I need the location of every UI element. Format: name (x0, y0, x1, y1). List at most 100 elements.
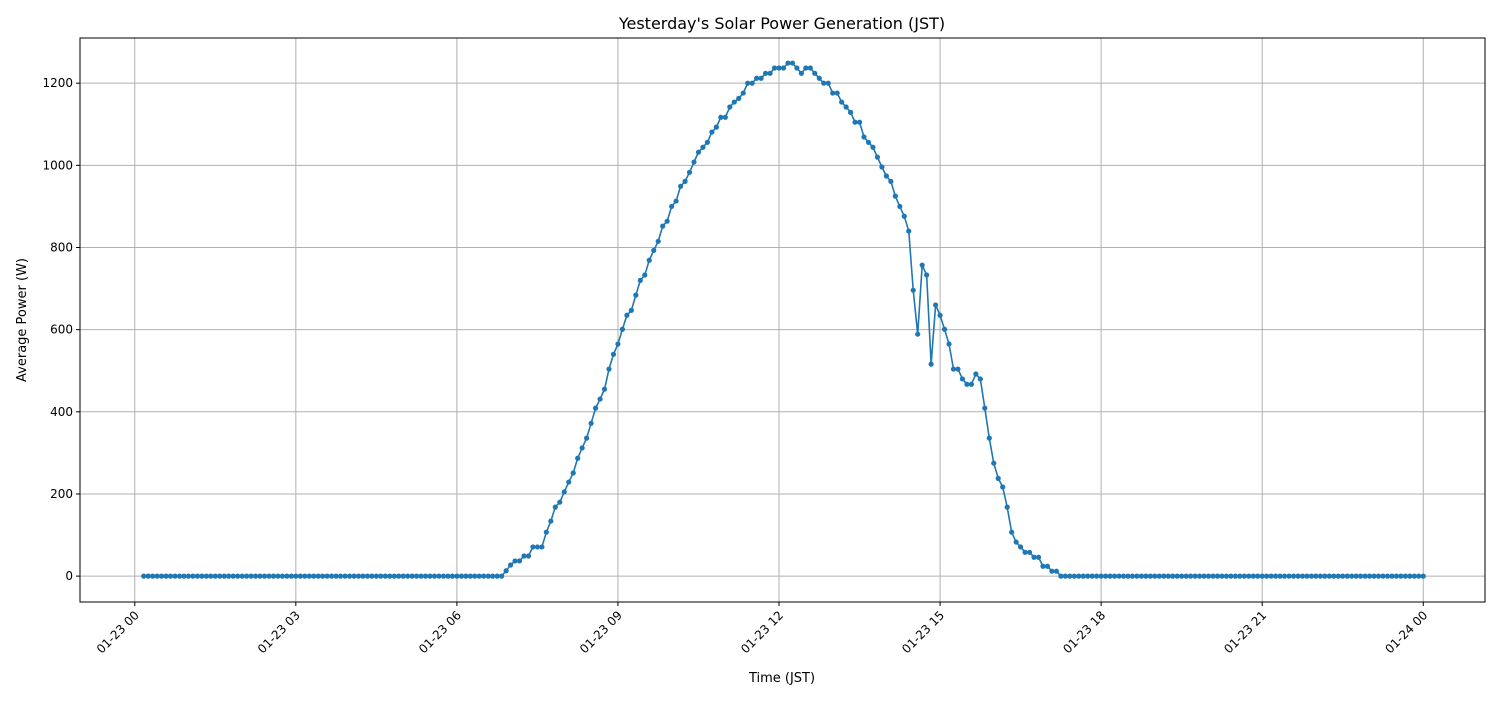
data-point (400, 573, 406, 579)
data-point (1049, 568, 1055, 574)
data-point (897, 203, 903, 210)
data-point (812, 70, 818, 76)
data-point (566, 479, 572, 485)
data-point (924, 272, 930, 278)
y-tick-label: 400 (50, 405, 73, 419)
data-point (852, 119, 858, 125)
x-tick-label: 01-23 18 (1060, 608, 1108, 656)
data-point (977, 376, 983, 382)
data-point (217, 573, 223, 579)
data-point (329, 573, 335, 579)
data-point (530, 544, 536, 550)
data-point (1407, 573, 1413, 579)
data-point (1322, 573, 1328, 579)
data-point (346, 573, 353, 579)
data-point (874, 154, 881, 160)
data-point (1125, 573, 1131, 579)
data-point (633, 292, 639, 298)
data-point (950, 366, 957, 372)
data-point (637, 277, 643, 283)
data-point (1393, 573, 1400, 579)
data-point (1219, 573, 1225, 579)
data-point (1134, 573, 1140, 579)
data-point (713, 124, 719, 130)
data-point (284, 573, 290, 579)
data-point (843, 104, 849, 110)
data-point (552, 504, 558, 510)
data-point (865, 139, 872, 145)
data-point (816, 75, 822, 81)
data-point (382, 573, 388, 579)
data-point (1308, 573, 1315, 579)
data-point (1264, 573, 1270, 579)
data-point (405, 573, 411, 579)
data-point (982, 405, 988, 411)
data-point (481, 573, 487, 579)
data-point (226, 573, 232, 579)
data-point (557, 499, 563, 505)
data-point (722, 114, 728, 120)
data-point (355, 573, 362, 579)
data-point (1022, 549, 1028, 555)
data-point (463, 573, 469, 579)
data-point (516, 558, 523, 564)
data-point (1161, 573, 1167, 579)
data-point (159, 573, 165, 579)
data-point (373, 573, 379, 579)
data-point (830, 90, 836, 96)
data-point (1268, 573, 1274, 579)
data-point (677, 183, 684, 189)
data-point (1192, 573, 1198, 579)
data-point (579, 445, 585, 451)
data-point (1331, 573, 1337, 579)
data-point (1277, 573, 1283, 579)
data-point (534, 544, 541, 550)
data-point (521, 553, 527, 559)
data-point (1286, 573, 1292, 579)
data-point (199, 573, 205, 579)
data-point (1094, 573, 1100, 579)
data-point (185, 573, 192, 579)
data-point (1116, 573, 1122, 579)
data-point (651, 247, 657, 253)
data-point (776, 65, 782, 71)
data-point (194, 573, 200, 579)
data-point (1058, 573, 1064, 579)
data-point (767, 70, 773, 76)
data-point (588, 420, 594, 426)
data-point (311, 573, 317, 579)
data-point (570, 470, 576, 476)
data-point (1232, 573, 1238, 579)
y-tick-label: 1200 (42, 76, 73, 90)
y-tick-label: 800 (50, 240, 73, 254)
data-point (1080, 573, 1086, 579)
data-point (1174, 573, 1180, 579)
data-point (1317, 573, 1323, 579)
data-point (1358, 573, 1364, 579)
data-point (476, 573, 482, 579)
data-point (619, 326, 626, 332)
data-point (834, 90, 840, 96)
data-point (991, 460, 997, 466)
data-point (266, 573, 272, 579)
data-point (503, 568, 509, 574)
data-point (718, 114, 724, 120)
data-point (145, 573, 151, 579)
data-point (758, 75, 764, 81)
data-point (270, 573, 277, 579)
data-point (1375, 573, 1382, 579)
data-point (150, 573, 156, 579)
data-point (575, 455, 581, 461)
data-point (221, 573, 227, 579)
x-tick-label: 01-24 00 (1382, 608, 1430, 656)
x-tick-label: 01-23 12 (738, 608, 786, 656)
data-point (928, 361, 934, 367)
data-point (248, 573, 254, 579)
data-point (964, 381, 970, 387)
data-point (601, 386, 608, 392)
data-point (673, 198, 679, 204)
data-point (512, 558, 518, 564)
data-point (691, 159, 697, 165)
data-point (1062, 573, 1068, 579)
data-point (941, 326, 948, 332)
